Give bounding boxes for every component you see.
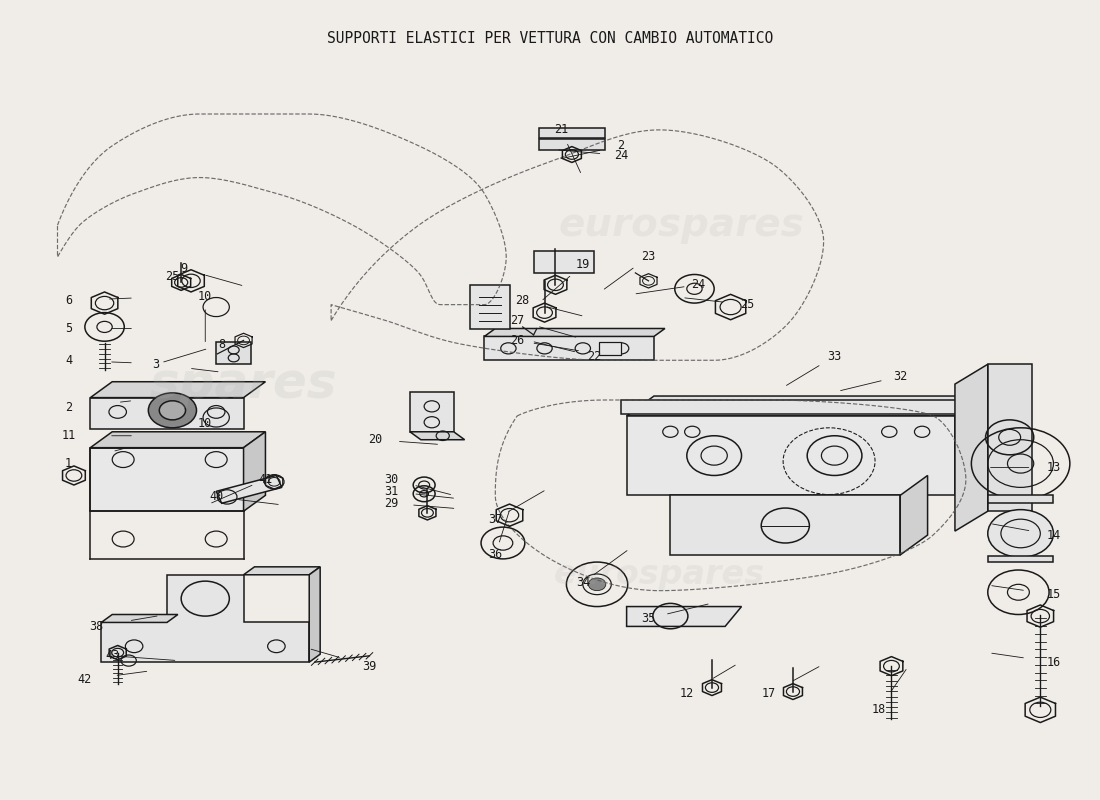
Polygon shape — [90, 432, 265, 448]
Polygon shape — [627, 606, 741, 626]
Text: 27: 27 — [510, 314, 525, 327]
Text: 24: 24 — [691, 278, 705, 291]
Text: 39: 39 — [362, 660, 376, 673]
Text: 28: 28 — [516, 294, 530, 307]
Polygon shape — [90, 398, 243, 430]
Text: 12: 12 — [680, 687, 694, 701]
Polygon shape — [955, 396, 982, 495]
Text: 35: 35 — [641, 612, 656, 625]
Text: 6: 6 — [65, 294, 72, 307]
Text: 30: 30 — [384, 473, 398, 486]
Text: eurospares: eurospares — [554, 558, 764, 591]
Text: 11: 11 — [62, 430, 76, 442]
Text: 17: 17 — [762, 687, 776, 701]
Bar — [621, 400, 960, 414]
Text: 29: 29 — [384, 497, 398, 510]
Polygon shape — [90, 448, 243, 511]
Polygon shape — [101, 574, 309, 662]
Text: 31: 31 — [384, 485, 398, 498]
Text: 5: 5 — [65, 322, 72, 335]
Text: 3: 3 — [153, 358, 159, 370]
Polygon shape — [534, 250, 594, 273]
Text: 10: 10 — [198, 290, 212, 303]
Polygon shape — [410, 392, 453, 432]
Polygon shape — [217, 475, 282, 503]
Bar — [988, 495, 1054, 503]
Bar — [600, 342, 621, 354]
Text: 36: 36 — [488, 549, 503, 562]
Text: 32: 32 — [893, 370, 907, 382]
Text: 42: 42 — [78, 673, 92, 686]
Text: 1: 1 — [65, 457, 72, 470]
Bar — [988, 556, 1054, 562]
Text: 15: 15 — [1046, 588, 1060, 601]
Polygon shape — [627, 416, 955, 495]
Text: 16: 16 — [1046, 656, 1060, 669]
Text: 24: 24 — [614, 149, 628, 162]
Polygon shape — [470, 285, 509, 329]
Polygon shape — [484, 329, 664, 337]
Polygon shape — [243, 432, 265, 511]
Polygon shape — [410, 432, 464, 440]
Text: 40: 40 — [209, 490, 223, 503]
Circle shape — [160, 401, 186, 420]
Text: 33: 33 — [827, 350, 842, 363]
Polygon shape — [309, 567, 320, 662]
Text: 41: 41 — [258, 473, 273, 486]
Text: 23: 23 — [641, 250, 656, 263]
Bar — [539, 127, 605, 138]
Text: 25: 25 — [165, 270, 179, 283]
Text: 20: 20 — [367, 434, 382, 446]
Text: 8: 8 — [218, 338, 226, 351]
Text: 38: 38 — [89, 620, 103, 633]
Text: 43: 43 — [106, 650, 119, 662]
Text: 2: 2 — [617, 139, 625, 152]
Text: 4: 4 — [65, 354, 72, 366]
Circle shape — [588, 578, 606, 590]
Text: 19: 19 — [575, 258, 590, 271]
Polygon shape — [627, 396, 982, 416]
Text: 10: 10 — [198, 418, 212, 430]
Text: SUPPORTI ELASTICI PER VETTURA CON CAMBIO AUTOMATICO: SUPPORTI ELASTICI PER VETTURA CON CAMBIO… — [327, 30, 773, 46]
Circle shape — [148, 393, 197, 428]
Polygon shape — [900, 475, 927, 555]
Text: spares: spares — [150, 360, 338, 408]
Text: 2: 2 — [65, 402, 72, 414]
Polygon shape — [101, 614, 178, 622]
Polygon shape — [955, 364, 988, 531]
Circle shape — [988, 510, 1054, 558]
Polygon shape — [243, 567, 320, 574]
Polygon shape — [960, 380, 988, 414]
Text: 22: 22 — [586, 350, 601, 363]
Text: 18: 18 — [871, 703, 886, 716]
Bar — [539, 139, 605, 150]
Text: 34: 34 — [575, 576, 590, 590]
Text: 26: 26 — [510, 334, 525, 347]
Polygon shape — [484, 337, 654, 360]
Text: 14: 14 — [1046, 529, 1060, 542]
Polygon shape — [90, 382, 265, 398]
Text: 21: 21 — [553, 123, 568, 136]
Polygon shape — [988, 364, 1032, 511]
Text: eurospares: eurospares — [559, 206, 804, 244]
Text: 9: 9 — [179, 262, 187, 275]
Text: 25: 25 — [740, 298, 755, 311]
Text: 13: 13 — [1046, 461, 1060, 474]
Text: 37: 37 — [488, 513, 503, 526]
Polygon shape — [217, 342, 251, 364]
Polygon shape — [670, 495, 900, 555]
